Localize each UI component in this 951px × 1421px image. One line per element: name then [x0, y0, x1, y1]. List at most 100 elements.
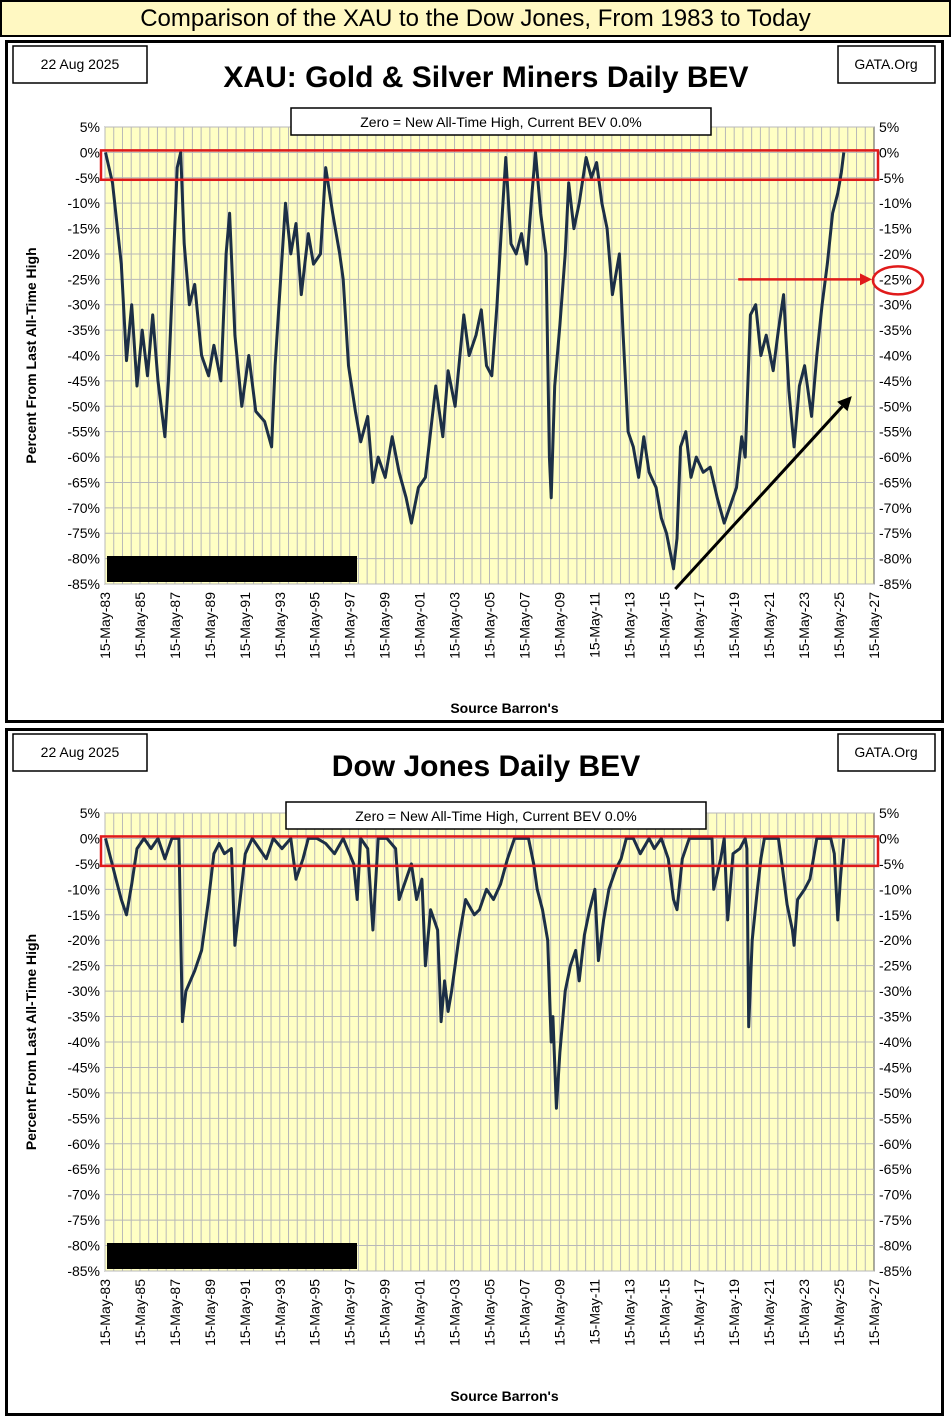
marker-circle [871, 265, 925, 296]
y-tick-label-left: -45% [67, 1059, 100, 1075]
y-tick-label-left: 5% [80, 805, 100, 821]
x-tick-label: 15-May-85 [132, 592, 148, 659]
annotation-box: Zero = New All-Time High, Current BEV 0.… [290, 107, 712, 136]
x-tick-label: 15-May-25 [831, 592, 847, 659]
x-axis-label: Source Barron's [450, 700, 559, 716]
y-axis-label: Percent From Last All-Time High [23, 247, 39, 463]
x-tick-label: 15-May-07 [516, 592, 532, 659]
y-tick-label-right: 5% [879, 805, 899, 821]
y-tick-label-left: -10% [67, 195, 100, 211]
x-tick-label: 15-May-03 [447, 1279, 463, 1346]
x-tick-label: 15-May-83 [97, 592, 113, 659]
series-line [104, 150, 846, 571]
y-tick-label-left: -45% [67, 373, 100, 389]
annotation-border [290, 107, 712, 136]
annotation-text: Zero = New All-Time High, Current BEV 0.… [355, 808, 637, 824]
x-tick-label: 15-May-93 [272, 592, 288, 659]
y-tick-label-left: -30% [67, 983, 100, 999]
x-tick-label: 15-May-11 [586, 592, 602, 658]
dow-chart: 22 Aug 2025 GATA.Org Dow Jones Daily BEV 5%… [12, 733, 936, 1404]
y-tick-label-left: -70% [67, 500, 100, 516]
y-tick-label-left: -40% [67, 348, 100, 364]
y-tick-label-left: 5% [80, 119, 100, 135]
y-tick-label-left: -55% [67, 1110, 100, 1126]
x-tick-label: 15-May-19 [726, 1279, 742, 1346]
x-tick-label: 15-May-97 [342, 592, 358, 659]
annotation-text: Zero = New All-Time High, Current BEV 0.… [360, 114, 642, 130]
x-tick-label: 15-May-89 [202, 592, 218, 659]
x-tick-label: 15-May-05 [482, 592, 498, 659]
y-tick-label-right: -85% [879, 576, 912, 592]
y-tick-label-left: -15% [67, 907, 100, 923]
y-tick-label-right: -80% [879, 551, 912, 567]
x-tick-label: 15-May-15 [656, 1279, 672, 1346]
y-tick-label-right: -15% [879, 907, 912, 923]
y-tick-label-right: -5% [879, 856, 904, 872]
x-tick-label: 15-May-21 [761, 592, 777, 659]
xau-chart: 22 Aug 2025 GATA.Org XAU: Gold & Silver Mi… [12, 45, 936, 716]
y-tick-label-left: -40% [67, 1034, 100, 1050]
x-tick-label: 15-May-13 [621, 592, 637, 659]
y-tick-label-left: -50% [67, 1085, 100, 1101]
x-tick-label: 15-May-21 [761, 1279, 777, 1346]
x-axis-label: Source Barron's [450, 1388, 559, 1404]
y-tick-label-right: 0% [879, 830, 899, 846]
x-tick-label: 15-May-93 [272, 1279, 288, 1346]
y-tick-label-left: 0% [80, 830, 100, 846]
x-tick-label: 15-May-87 [167, 592, 183, 659]
date-label: 22 Aug 2025 [41, 56, 120, 72]
y-tick-label-left: -65% [67, 1161, 100, 1177]
y-tick-label-right: -50% [879, 1085, 912, 1101]
marker-arrow-head [860, 273, 872, 286]
y-tick-label-left: -70% [67, 1187, 100, 1203]
credit-badge: Graphic by Mark J. Lundeen [107, 556, 357, 582]
y-tick-label-left: -20% [67, 246, 100, 262]
x-tick-label: 15-May-27 [866, 592, 882, 659]
site-label: GATA.Org [854, 56, 917, 72]
annotation-box: Zero = New All-Time High, Current BEV 0.… [285, 801, 707, 830]
site-label-border [837, 733, 936, 772]
x-tick-label: 15-May-95 [307, 592, 323, 659]
y-tick-label-right: -85% [879, 1263, 912, 1279]
x-tick-label: 15-May-23 [796, 592, 812, 659]
y-tick-label-left: -60% [67, 449, 100, 465]
y-tick-label-right: -30% [879, 297, 912, 313]
xau-chart-panel: 22 Aug 2025 GATA.Org XAU: Gold & Silver Mi… [5, 40, 944, 723]
y-tick-label-left: -75% [67, 1212, 100, 1228]
y-tick-label-right: 5% [879, 119, 899, 135]
credit-text: Graphic by Mark J. Lundeen [138, 561, 326, 577]
x-tick-label: 15-May-01 [412, 592, 428, 659]
site-label-box: GATA.Org [837, 733, 936, 772]
x-tick-label: 15-May-09 [551, 592, 567, 659]
site-label: GATA.Org [854, 744, 917, 760]
y-tick-label-right: -40% [879, 1034, 912, 1050]
y-tick-label-left: -50% [67, 398, 100, 414]
y-tick-label-right: -70% [879, 1187, 912, 1203]
x-tick-label: 15-May-05 [482, 1279, 498, 1346]
x-tick-label: 15-May-01 [412, 1279, 428, 1346]
x-tick-label: 15-May-09 [551, 1279, 567, 1346]
y-tick-label-left: -75% [67, 525, 100, 541]
y-tick-label-right: -75% [879, 525, 912, 541]
y-tick-label-right: -25% [879, 271, 912, 287]
x-tick-label: 15-May-85 [132, 1279, 148, 1346]
trend-arrow-line [674, 405, 844, 591]
y-tick-label-left: -25% [67, 958, 100, 974]
y-tick-label-right: -30% [879, 983, 912, 999]
x-tick-label: 15-May-99 [377, 592, 393, 659]
y-tick-label-right: -10% [879, 881, 912, 897]
x-tick-label: 15-May-25 [831, 1279, 847, 1346]
y-tick-label-right: -35% [879, 1009, 912, 1025]
credit-background [107, 1243, 357, 1269]
y-tick-label-left: -35% [67, 1009, 100, 1025]
x-tick-label: 15-May-89 [202, 1279, 218, 1346]
y-tick-label-left: -80% [67, 1238, 100, 1254]
x-tick-label: 15-May-19 [726, 592, 742, 659]
date-label-border [12, 733, 148, 772]
x-tick-label: 15-May-95 [307, 1279, 323, 1346]
date-label-box: 22 Aug 2025 [12, 733, 148, 772]
series-line [104, 836, 846, 1110]
y-tick-label-left: -55% [67, 424, 100, 440]
y-tick-label-right: -5% [879, 170, 904, 186]
x-tick-label: 15-May-91 [237, 1279, 253, 1346]
